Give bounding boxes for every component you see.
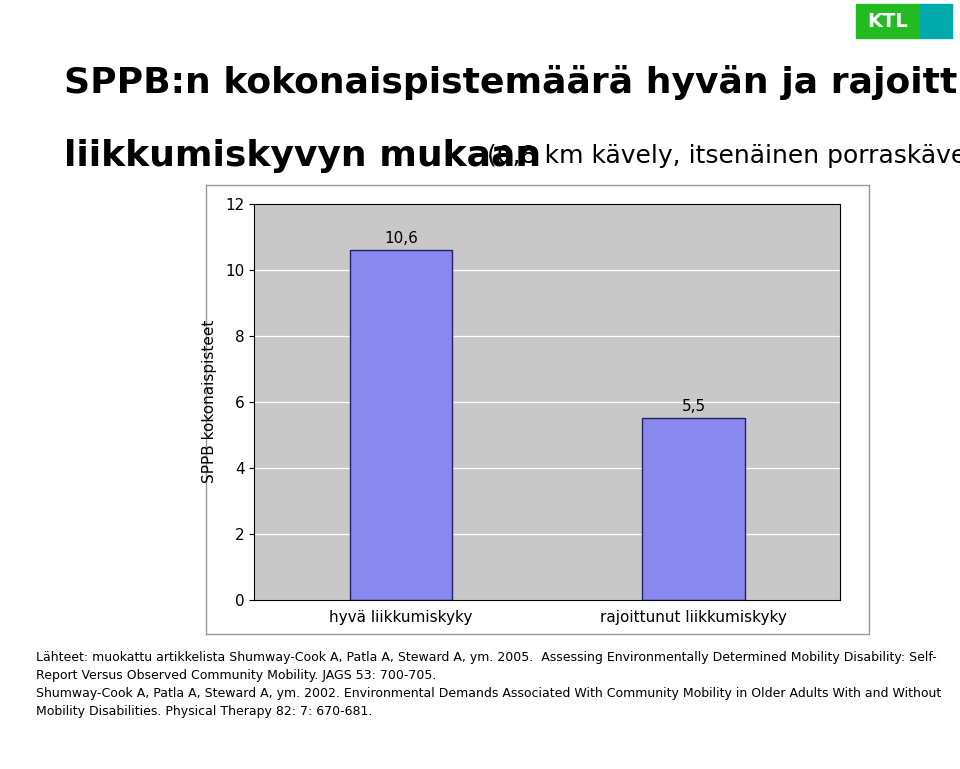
Bar — [856, 5, 920, 38]
Bar — [349, 250, 452, 600]
Text: Kansanterveyslaitos • Folkhälsoinstitutet: Kansanterveyslaitos • Folkhälsoinstitute… — [521, 14, 835, 28]
Bar — [642, 418, 745, 600]
Text: Lähteet: muokattu artikkelista Shumway-Cook A, Patla A, Steward A, ym. 2005.  As: Lähteet: muokattu artikkelista Shumway-C… — [36, 651, 942, 717]
Y-axis label: SPPB kokonaispisteet: SPPB kokonaispisteet — [203, 320, 217, 484]
Text: KTL: KTL — [867, 12, 908, 31]
Text: (0,8 km kävely, itsenäinen porraskävely): (0,8 km kävely, itsenäinen porraskävely) — [479, 144, 960, 168]
Text: 10,6: 10,6 — [384, 231, 418, 246]
Bar — [920, 5, 952, 38]
Text: liikkumiskyvyn mukaan: liikkumiskyvyn mukaan — [64, 139, 541, 173]
Text: SPPB:n kokonaispistemäärä hyvän ja rajoittuneen: SPPB:n kokonaispistemäärä hyvän ja rajoi… — [64, 65, 960, 100]
Text: 5,5: 5,5 — [682, 399, 706, 414]
